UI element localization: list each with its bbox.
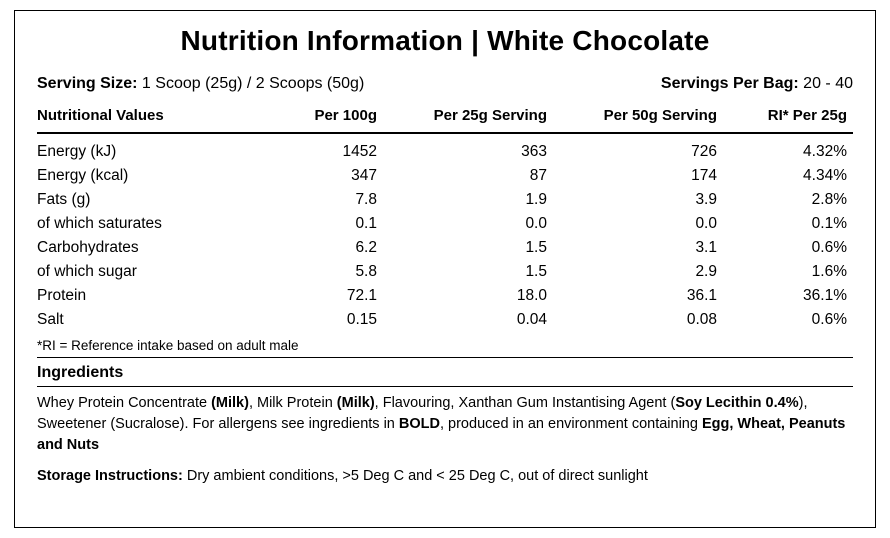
ri-footnote: *RI = Reference intake based on adult ma…: [37, 338, 853, 353]
cell-c3: 0.0: [377, 212, 547, 236]
cell-c1: Fats (g): [37, 188, 257, 212]
table-row: Salt0.150.040.080.6%: [37, 308, 853, 332]
serving-size-label: Serving Size:: [37, 75, 137, 92]
cell-c5: 1.6%: [717, 260, 847, 284]
cell-c2: 0.1: [257, 212, 377, 236]
serving-size-value: 1 Scoop (25g) / 2 Scoops (50g): [137, 75, 364, 92]
table-row: Protein72.118.036.136.1%: [37, 284, 853, 308]
cell-c5: 2.8%: [717, 188, 847, 212]
cell-c1: Energy (kcal): [37, 164, 257, 188]
storage-value: Dry ambient conditions, >5 Deg C and < 2…: [183, 468, 648, 484]
cell-c3: 0.04: [377, 308, 547, 332]
cell-c1: Protein: [37, 284, 257, 308]
table-header: Nutritional Values Per 100g Per 25g Serv…: [37, 107, 853, 130]
cell-c1: Energy (kJ): [37, 140, 257, 164]
cell-c3: 363: [377, 140, 547, 164]
storage-instructions: Storage Instructions: Dry ambient condit…: [37, 468, 853, 484]
bold-allergen: Soy Lecithin 0.4%: [675, 395, 798, 411]
rule-below-ingredients-label: [37, 386, 853, 387]
cell-c4: 3.9: [547, 188, 717, 212]
bold-allergen: (Milk): [211, 395, 249, 411]
serving-size: Serving Size: 1 Scoop (25g) / 2 Scoops (…: [37, 75, 364, 93]
col-ri-per-25g: RI* Per 25g: [717, 107, 847, 124]
col-nutritional-values: Nutritional Values: [37, 107, 257, 124]
bold-allergen: (Milk): [337, 395, 375, 411]
cell-c4: 174: [547, 164, 717, 188]
cell-c5: 0.1%: [717, 212, 847, 236]
cell-c5: 0.6%: [717, 308, 847, 332]
serving-row: Serving Size: 1 Scoop (25g) / 2 Scoops (…: [37, 75, 853, 93]
title-right: White Chocolate: [487, 25, 709, 56]
cell-c4: 3.1: [547, 236, 717, 260]
table-row: Fats (g)7.81.93.92.8%: [37, 188, 853, 212]
cell-c3: 1.9: [377, 188, 547, 212]
cell-c1: of which sugar: [37, 260, 257, 284]
cell-c4: 36.1: [547, 284, 717, 308]
bold-allergen: BOLD: [399, 416, 440, 432]
col-per-50g: Per 50g Serving: [547, 107, 717, 124]
cell-c4: 2.9: [547, 260, 717, 284]
cell-c1: Salt: [37, 308, 257, 332]
col-per-100g: Per 100g: [257, 107, 377, 124]
cell-c5: 36.1%: [717, 284, 847, 308]
cell-c5: 4.34%: [717, 164, 847, 188]
table-row: of which sugar5.81.52.91.6%: [37, 260, 853, 284]
ingredients-label: Ingredients: [37, 364, 853, 382]
cell-c2: 1452: [257, 140, 377, 164]
cell-c4: 726: [547, 140, 717, 164]
cell-c3: 18.0: [377, 284, 547, 308]
cell-c1: Carbohydrates: [37, 236, 257, 260]
cell-c2: 5.8: [257, 260, 377, 284]
cell-c3: 1.5: [377, 236, 547, 260]
cell-c5: 4.32%: [717, 140, 847, 164]
rule-above-ingredients-label: [37, 357, 853, 358]
col-per-25g: Per 25g Serving: [377, 107, 547, 124]
storage-label: Storage Instructions:: [37, 468, 183, 484]
title-sep: |: [463, 25, 487, 56]
title-left: Nutrition Information: [181, 25, 464, 56]
cell-c2: 347: [257, 164, 377, 188]
cell-c4: 0.0: [547, 212, 717, 236]
panel-title: Nutrition Information | White Chocolate: [37, 25, 853, 57]
cell-c2: 72.1: [257, 284, 377, 308]
cell-c2: 7.8: [257, 188, 377, 212]
cell-c5: 0.6%: [717, 236, 847, 260]
nutrition-panel: Nutrition Information | White Chocolate …: [14, 10, 876, 528]
table-body: Energy (kJ)14523637264.32%Energy (kcal)3…: [37, 140, 853, 332]
cell-c2: 6.2: [257, 236, 377, 260]
table-row: of which saturates0.10.00.00.1%: [37, 212, 853, 236]
cell-c1: of which saturates: [37, 212, 257, 236]
cell-c3: 1.5: [377, 260, 547, 284]
cell-c3: 87: [377, 164, 547, 188]
cell-c4: 0.08: [547, 308, 717, 332]
bold-allergen: Egg, Wheat, Peanuts and Nuts: [37, 416, 845, 453]
servings-per-bag: Servings Per Bag: 20 - 40: [661, 75, 853, 93]
cell-c2: 0.15: [257, 308, 377, 332]
servings-per-bag-value: 20 - 40: [799, 75, 853, 92]
ingredients-text: Whey Protein Concentrate (Milk), Milk Pr…: [37, 393, 853, 456]
table-row: Carbohydrates6.21.53.10.6%: [37, 236, 853, 260]
table-row: Energy (kcal)347871744.34%: [37, 164, 853, 188]
servings-per-bag-label: Servings Per Bag:: [661, 75, 799, 92]
table-row: Energy (kJ)14523637264.32%: [37, 140, 853, 164]
rule-under-header: [37, 132, 853, 134]
